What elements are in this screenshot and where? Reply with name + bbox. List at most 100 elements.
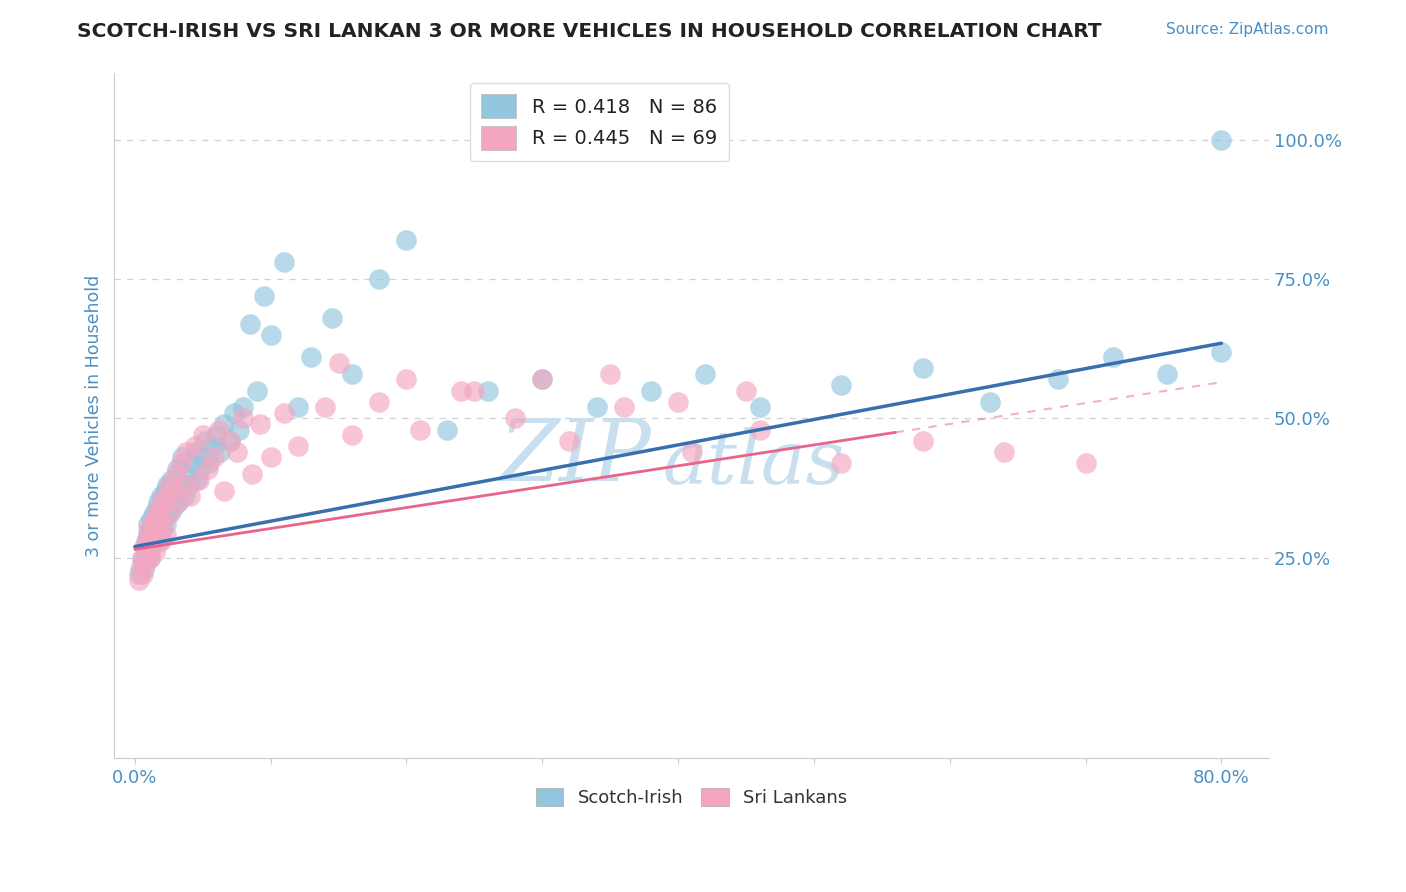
Point bbox=[148, 500, 170, 515]
Point bbox=[681, 445, 703, 459]
Point bbox=[232, 411, 254, 425]
Point bbox=[450, 384, 472, 398]
Point bbox=[253, 289, 276, 303]
Point bbox=[214, 417, 236, 431]
Point bbox=[174, 490, 197, 504]
Point bbox=[152, 512, 174, 526]
Point bbox=[143, 517, 166, 532]
Point bbox=[911, 434, 934, 448]
Point bbox=[640, 384, 662, 398]
Point bbox=[145, 506, 167, 520]
Point bbox=[152, 517, 174, 532]
Point bbox=[585, 401, 607, 415]
Text: ZIP: ZIP bbox=[499, 416, 651, 498]
Point bbox=[141, 528, 163, 542]
Point bbox=[173, 478, 195, 492]
Point bbox=[246, 384, 269, 398]
Text: atlas: atlas bbox=[662, 427, 845, 500]
Point bbox=[249, 417, 271, 431]
Point bbox=[145, 500, 167, 515]
Point bbox=[328, 356, 350, 370]
Point bbox=[214, 483, 236, 498]
Point bbox=[187, 473, 209, 487]
Point bbox=[149, 534, 172, 549]
Point bbox=[395, 233, 418, 247]
Point bbox=[155, 528, 177, 542]
Point bbox=[368, 394, 391, 409]
Point bbox=[148, 534, 170, 549]
Point bbox=[131, 550, 153, 565]
Point bbox=[1074, 456, 1097, 470]
Point bbox=[128, 573, 150, 587]
Point bbox=[136, 534, 159, 549]
Point bbox=[159, 490, 181, 504]
Point bbox=[202, 439, 225, 453]
Point bbox=[170, 478, 193, 492]
Point bbox=[735, 384, 758, 398]
Point bbox=[179, 478, 201, 492]
Point bbox=[225, 445, 247, 459]
Point bbox=[183, 439, 205, 453]
Text: Source: ZipAtlas.com: Source: ZipAtlas.com bbox=[1166, 22, 1329, 37]
Point bbox=[232, 401, 254, 415]
Point bbox=[176, 445, 198, 459]
Point bbox=[209, 445, 232, 459]
Point bbox=[299, 350, 322, 364]
Point bbox=[132, 550, 155, 565]
Point bbox=[134, 562, 156, 576]
Point bbox=[531, 372, 554, 386]
Point bbox=[239, 317, 262, 331]
Point bbox=[155, 517, 177, 532]
Point bbox=[222, 406, 245, 420]
Point bbox=[409, 423, 432, 437]
Point bbox=[146, 523, 169, 537]
Point bbox=[176, 467, 198, 482]
Point bbox=[153, 495, 176, 509]
Point bbox=[138, 550, 160, 565]
Text: SCOTCH-IRISH VS SRI LANKAN 3 OR MORE VEHICLES IN HOUSEHOLD CORRELATION CHART: SCOTCH-IRISH VS SRI LANKAN 3 OR MORE VEH… bbox=[77, 22, 1102, 41]
Point bbox=[141, 540, 163, 554]
Point bbox=[139, 528, 162, 542]
Point bbox=[129, 562, 152, 576]
Point bbox=[165, 467, 187, 482]
Point bbox=[259, 327, 281, 342]
Point bbox=[240, 467, 263, 482]
Point bbox=[143, 534, 166, 549]
Point bbox=[558, 434, 581, 448]
Point bbox=[157, 478, 180, 492]
Point bbox=[321, 311, 343, 326]
Point bbox=[1211, 344, 1233, 359]
Point bbox=[1101, 350, 1123, 364]
Point bbox=[180, 456, 202, 470]
Point bbox=[1047, 372, 1070, 386]
Point bbox=[162, 483, 184, 498]
Point bbox=[202, 450, 225, 465]
Point bbox=[142, 506, 165, 520]
Point bbox=[138, 517, 160, 532]
Point bbox=[208, 423, 231, 437]
Point bbox=[145, 512, 167, 526]
Point bbox=[135, 534, 157, 549]
Point bbox=[911, 361, 934, 376]
Point bbox=[273, 255, 295, 269]
Point bbox=[146, 523, 169, 537]
Point bbox=[218, 434, 240, 448]
Point bbox=[156, 478, 179, 492]
Point bbox=[128, 567, 150, 582]
Point bbox=[159, 506, 181, 520]
Point bbox=[287, 439, 309, 453]
Point bbox=[748, 423, 770, 437]
Point bbox=[830, 456, 852, 470]
Point bbox=[599, 367, 621, 381]
Y-axis label: 3 or more Vehicles in Household: 3 or more Vehicles in Household bbox=[86, 275, 103, 557]
Point bbox=[138, 545, 160, 559]
Point bbox=[172, 450, 194, 465]
Legend: Scotch-Irish, Sri Lankans: Scotch-Irish, Sri Lankans bbox=[529, 780, 855, 814]
Point bbox=[167, 495, 190, 509]
Point bbox=[188, 461, 211, 475]
Point bbox=[368, 272, 391, 286]
Point bbox=[134, 540, 156, 554]
Point bbox=[162, 500, 184, 515]
Point bbox=[205, 428, 228, 442]
Point bbox=[179, 490, 201, 504]
